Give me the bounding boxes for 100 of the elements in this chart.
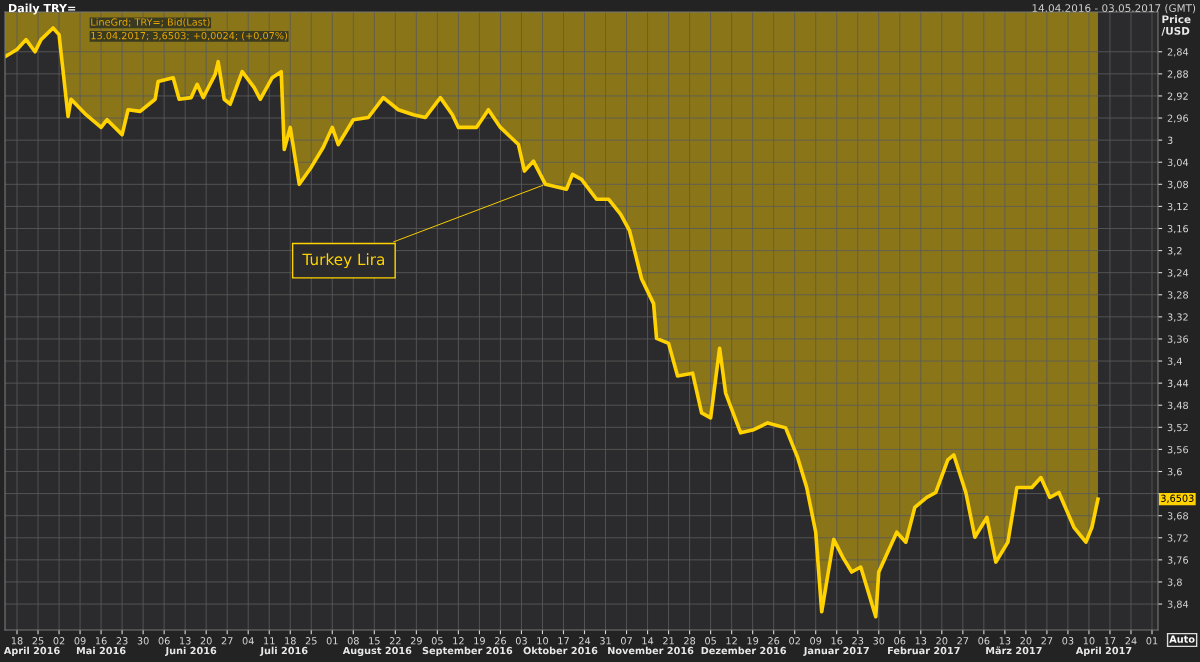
x2-tick-label: Oktober 2016 [523,646,598,655]
x-tick-label: 19 [747,637,759,645]
x-tick-label: 02 [53,637,65,645]
y-tick-label: 3,2 [1167,247,1182,256]
x2-tick-label: Januar 2017 [803,646,869,656]
x-tick-label: 01 [326,637,338,645]
x2-tick-label: Dezember 2016 [701,646,787,655]
x-tick-label: 18 [11,637,23,645]
y-tick-label: 3,8 [1167,578,1182,587]
y-tick-label: 3,44 [1167,379,1189,388]
x2-tick-label: Juli 2016 [259,646,308,656]
x-tick-label: 21 [663,637,674,645]
x2-tick-label: März 2017 [986,646,1042,655]
x-tick-label: 27 [957,637,969,645]
x-tick-label: 06 [978,637,990,645]
x-tick-label: 12 [726,637,737,645]
y-tick-label: 3,76 [1167,556,1189,565]
y-tick-label: 3,16 [1167,224,1189,234]
x-tick-label: 01 [1146,637,1158,645]
y-tick-label: 3,4 [1167,357,1182,366]
x-tick-label: 05 [431,637,443,645]
y-tick-label: 2,84 [1167,48,1189,57]
y-tick-label: 2,96 [1167,114,1189,123]
y-tick-label: 2,92 [1167,92,1188,101]
x2-tick-label: November 2016 [608,646,694,655]
x-tick-label: 26 [768,637,780,645]
x-tick-label: 13 [915,637,927,645]
x-tick-label: 10 [1083,637,1095,645]
y-tick-label: 3,12 [1167,202,1188,212]
y-tick-label: 3,68 [1167,512,1189,521]
x-tick-label: 20 [1020,637,1032,645]
x2-tick-label: April 2016 [3,646,60,657]
x-tick-label: 27 [1041,637,1053,645]
y-tick-label: 3 [1167,136,1173,144]
annotation: Turkey Lira [302,253,384,269]
annotation: LineGrd; TRY=; Bid(Last) [91,18,210,27]
x-tick-label: 29 [410,637,422,645]
x2-tick-label: Februar 2017 [888,646,960,655]
x-tick-label: 06 [158,637,170,645]
y-tick-label: 3,48 [1167,401,1189,411]
x-tick-label: 09 [74,637,86,645]
y-axis-title: Price /USD [1161,15,1191,36]
x-tick-label: 07 [620,637,632,645]
y-tick-label: 3,36 [1167,335,1189,344]
y-tick-label: 3,72 [1167,534,1188,543]
y-tick-label: 3,08 [1167,180,1189,190]
x-tick-label: 17 [1104,637,1116,645]
x-tick-label: 25 [305,637,317,645]
x-tick-label: 23 [116,637,128,645]
x-tick-label: 15 [369,637,380,645]
x-tick-label: 17 [558,637,569,645]
y-tick-label: 2,88 [1167,70,1189,79]
x-tick-label: 30 [137,637,149,645]
x-tick-label: 28 [684,637,696,645]
x-tick-label: 11 [264,637,275,645]
chart-title: Daily TRY= [9,3,76,15]
x-tick-label: 19 [474,637,485,645]
x-tick-label: 13 [999,637,1011,645]
x-tick-label: 14 [642,637,654,645]
chart-subtitle: 14.04.2016 - 03.05.2017 (GMT) [1032,3,1196,14]
x-tick-label: 06 [894,637,906,645]
x-tick-label: 31 [600,637,611,645]
x-tick-label: 12 [453,637,464,645]
text: Auto [1169,635,1195,643]
x-tick-label: 25 [32,637,44,645]
x-tick-label: 18 [285,637,296,645]
annotation: 13.04.2017; 3,6503; +0,0024; (+0,07%) [91,31,288,41]
x-tick-label: 23 [852,637,864,645]
y-tick-label: 3,04 [1167,158,1189,168]
x2-tick-label: Juni 2016 [165,646,217,656]
x2-tick-label: September 2016 [422,646,513,657]
x-tick-label: 20 [936,637,948,645]
x-tick-label: 26 [494,637,506,645]
x-tick-label: 13 [180,637,191,645]
text: 3,6503 [1161,494,1194,503]
x-tick-label: 16 [95,637,107,645]
x-tick-label: 03 [515,637,527,645]
y-tick-label: 3,6 [1167,467,1182,477]
x-tick-label: 09 [810,637,822,645]
y-tick-label: 3,32 [1167,313,1188,322]
x2-tick-label: Mai 2016 [76,646,126,655]
x-tick-label: 30 [873,637,885,645]
x-tick-label: 24 [579,637,591,645]
x-tick-label: 27 [221,637,233,645]
y-tick-label: 3,28 [1167,291,1189,300]
x-tick-label: 16 [831,637,843,645]
y-tick-label: 3,24 [1167,269,1189,278]
y-tick-label: 3,52 [1167,423,1188,433]
y-tick-label: 3,84 [1167,600,1189,609]
x-tick-label: 04 [242,637,254,645]
x-tick-label: 20 [200,637,212,645]
x-tick-label: 05 [705,637,716,645]
x-tick-label: 24 [1125,637,1137,645]
x-tick-label: 03 [1062,637,1074,645]
x2-tick-label: April 2017 [1075,646,1132,657]
x-tick-label: 02 [789,637,800,645]
x2-tick-label: August 2016 [342,646,412,657]
x-tick-label: 22 [389,637,401,645]
y-tick-label: 3,56 [1167,445,1189,455]
x-tick-label: 10 [537,637,549,645]
